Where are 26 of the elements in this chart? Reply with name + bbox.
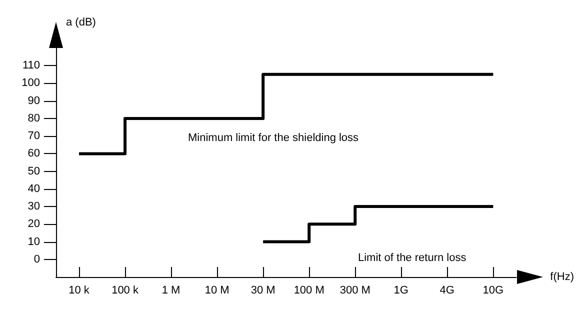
annotation: Limit of the return loss xyxy=(358,252,467,264)
x-tick-label: 100 k xyxy=(112,284,139,296)
y-tick-label: 60 xyxy=(28,148,40,160)
y-tick-label: 100 xyxy=(22,77,40,90)
x-axis-title: f(Hz) xyxy=(550,271,574,283)
x-tick-label: 10 M xyxy=(204,284,230,296)
y-tick-label: 0 xyxy=(34,253,40,266)
annotation: Minimum limit for the shielding loss xyxy=(188,132,360,144)
x-tick-label: 30 M xyxy=(250,284,276,296)
x-tick-label: 100 M xyxy=(294,284,324,296)
x-tick-label: 4G xyxy=(440,284,454,296)
y-tick-label: 110 xyxy=(22,60,40,72)
y-tick-label: 90 xyxy=(28,94,40,107)
y-tick-label: 50 xyxy=(28,165,40,178)
x-tick-label: 1 M xyxy=(162,284,180,296)
y-tick-label: 80 xyxy=(28,112,40,124)
y-tick-label: 40 xyxy=(28,182,40,195)
x-tick-label: 10G xyxy=(482,284,504,296)
y-axis-title: a (dB) xyxy=(66,16,96,28)
x-tick-label: 300 M xyxy=(340,284,370,296)
x-tick-label: 10 k xyxy=(68,284,90,296)
y-tick-label: 30 xyxy=(28,200,40,213)
x-tick-label: 1G xyxy=(394,284,408,296)
y-tick-label: 70 xyxy=(28,130,40,142)
y-tick-label: 10 xyxy=(28,236,40,248)
y-tick-label: 20 xyxy=(28,218,40,230)
